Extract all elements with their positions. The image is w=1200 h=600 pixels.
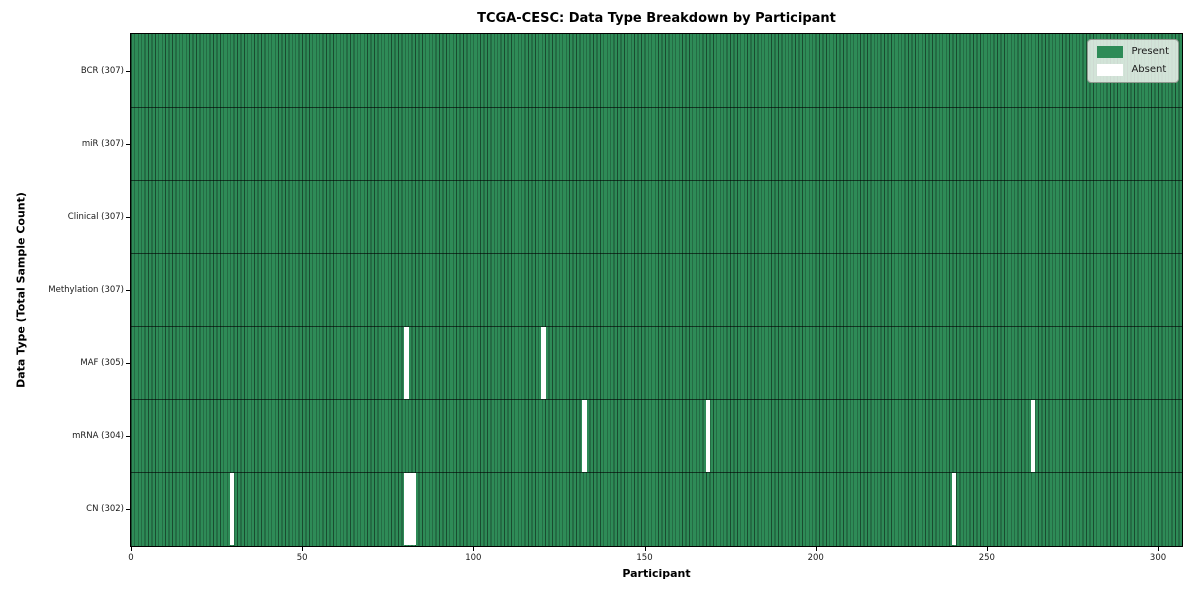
- absent-cell-MAF-120: [541, 327, 546, 400]
- x-axis-title: Participant: [622, 567, 691, 580]
- y-tick-mark: [126, 290, 130, 291]
- y-tick-label-Clinical: Clinical (307): [67, 211, 124, 222]
- x-tick-label-150: 150: [636, 553, 653, 563]
- plot-area: Present Absent: [130, 33, 1183, 547]
- x-tick-mark: [986, 547, 988, 551]
- absent-cell-mRNA-168: [705, 400, 710, 473]
- x-tick-label-50: 50: [296, 553, 308, 563]
- row-boundary: [131, 399, 1182, 401]
- absent-swatch: [1097, 64, 1124, 76]
- y-tick-label-CN: CN (302): [86, 504, 124, 515]
- y-tick-label-miR: miR (307): [81, 138, 124, 149]
- legend-entry-present: Present: [1097, 46, 1169, 58]
- row-boundary: [131, 252, 1182, 254]
- y-tick-label-mRNA: mRNA (304): [72, 431, 124, 442]
- present-swatch: [1097, 46, 1124, 58]
- legend-entry-absent: Absent: [1097, 64, 1169, 76]
- legend: Present Absent: [1087, 39, 1179, 83]
- x-tick-label-200: 200: [807, 553, 824, 563]
- absent-cell-mRNA-132: [582, 400, 587, 473]
- absent-cell-MAF-80: [404, 327, 409, 400]
- chart-title: TCGA-CESC: Data Type Breakdown by Partic…: [477, 11, 836, 26]
- x-tick-mark: [1158, 547, 1160, 551]
- absent-cell-CN-29: [229, 473, 235, 546]
- y-tick-mark: [126, 509, 130, 511]
- y-tick-mark: [126, 143, 130, 145]
- y-tick-mark: [126, 363, 130, 365]
- x-tick-mark: [302, 547, 304, 551]
- absent-cell-CN-82: [411, 473, 416, 546]
- x-tick-mark: [644, 547, 646, 551]
- x-tick-mark: [131, 547, 132, 551]
- absent-cell-CN-80: [404, 473, 409, 546]
- row-boundary: [131, 472, 1182, 474]
- x-tick-label-0: 0: [128, 553, 134, 563]
- x-tick-label-250: 250: [978, 553, 995, 563]
- legend-label-absent: Absent: [1131, 64, 1167, 75]
- y-tick-mark: [126, 436, 130, 438]
- y-tick-label-MAF: MAF (305): [80, 358, 124, 369]
- y-tick-mark: [126, 216, 130, 218]
- row-boundary: [131, 179, 1182, 181]
- absent-cell-mRNA-263: [1030, 400, 1036, 473]
- row-boundary: [131, 326, 1182, 328]
- x-tick-label-100: 100: [465, 553, 482, 563]
- x-tick-mark: [815, 547, 817, 551]
- y-tick-label-Methylation: Methylation (307): [48, 285, 124, 295]
- x-tick-label-300: 300: [1149, 553, 1167, 563]
- y-tick-mark: [126, 70, 130, 72]
- heatmap: [131, 34, 1182, 546]
- legend-label-present: Present: [1131, 46, 1169, 57]
- row-boundary: [131, 106, 1182, 108]
- absent-cell-CN-81: [407, 473, 413, 546]
- y-tick-label-BCR: BCR (307): [80, 65, 124, 76]
- absent-cell-CN-240: [952, 473, 957, 546]
- x-tick-mark: [473, 547, 475, 551]
